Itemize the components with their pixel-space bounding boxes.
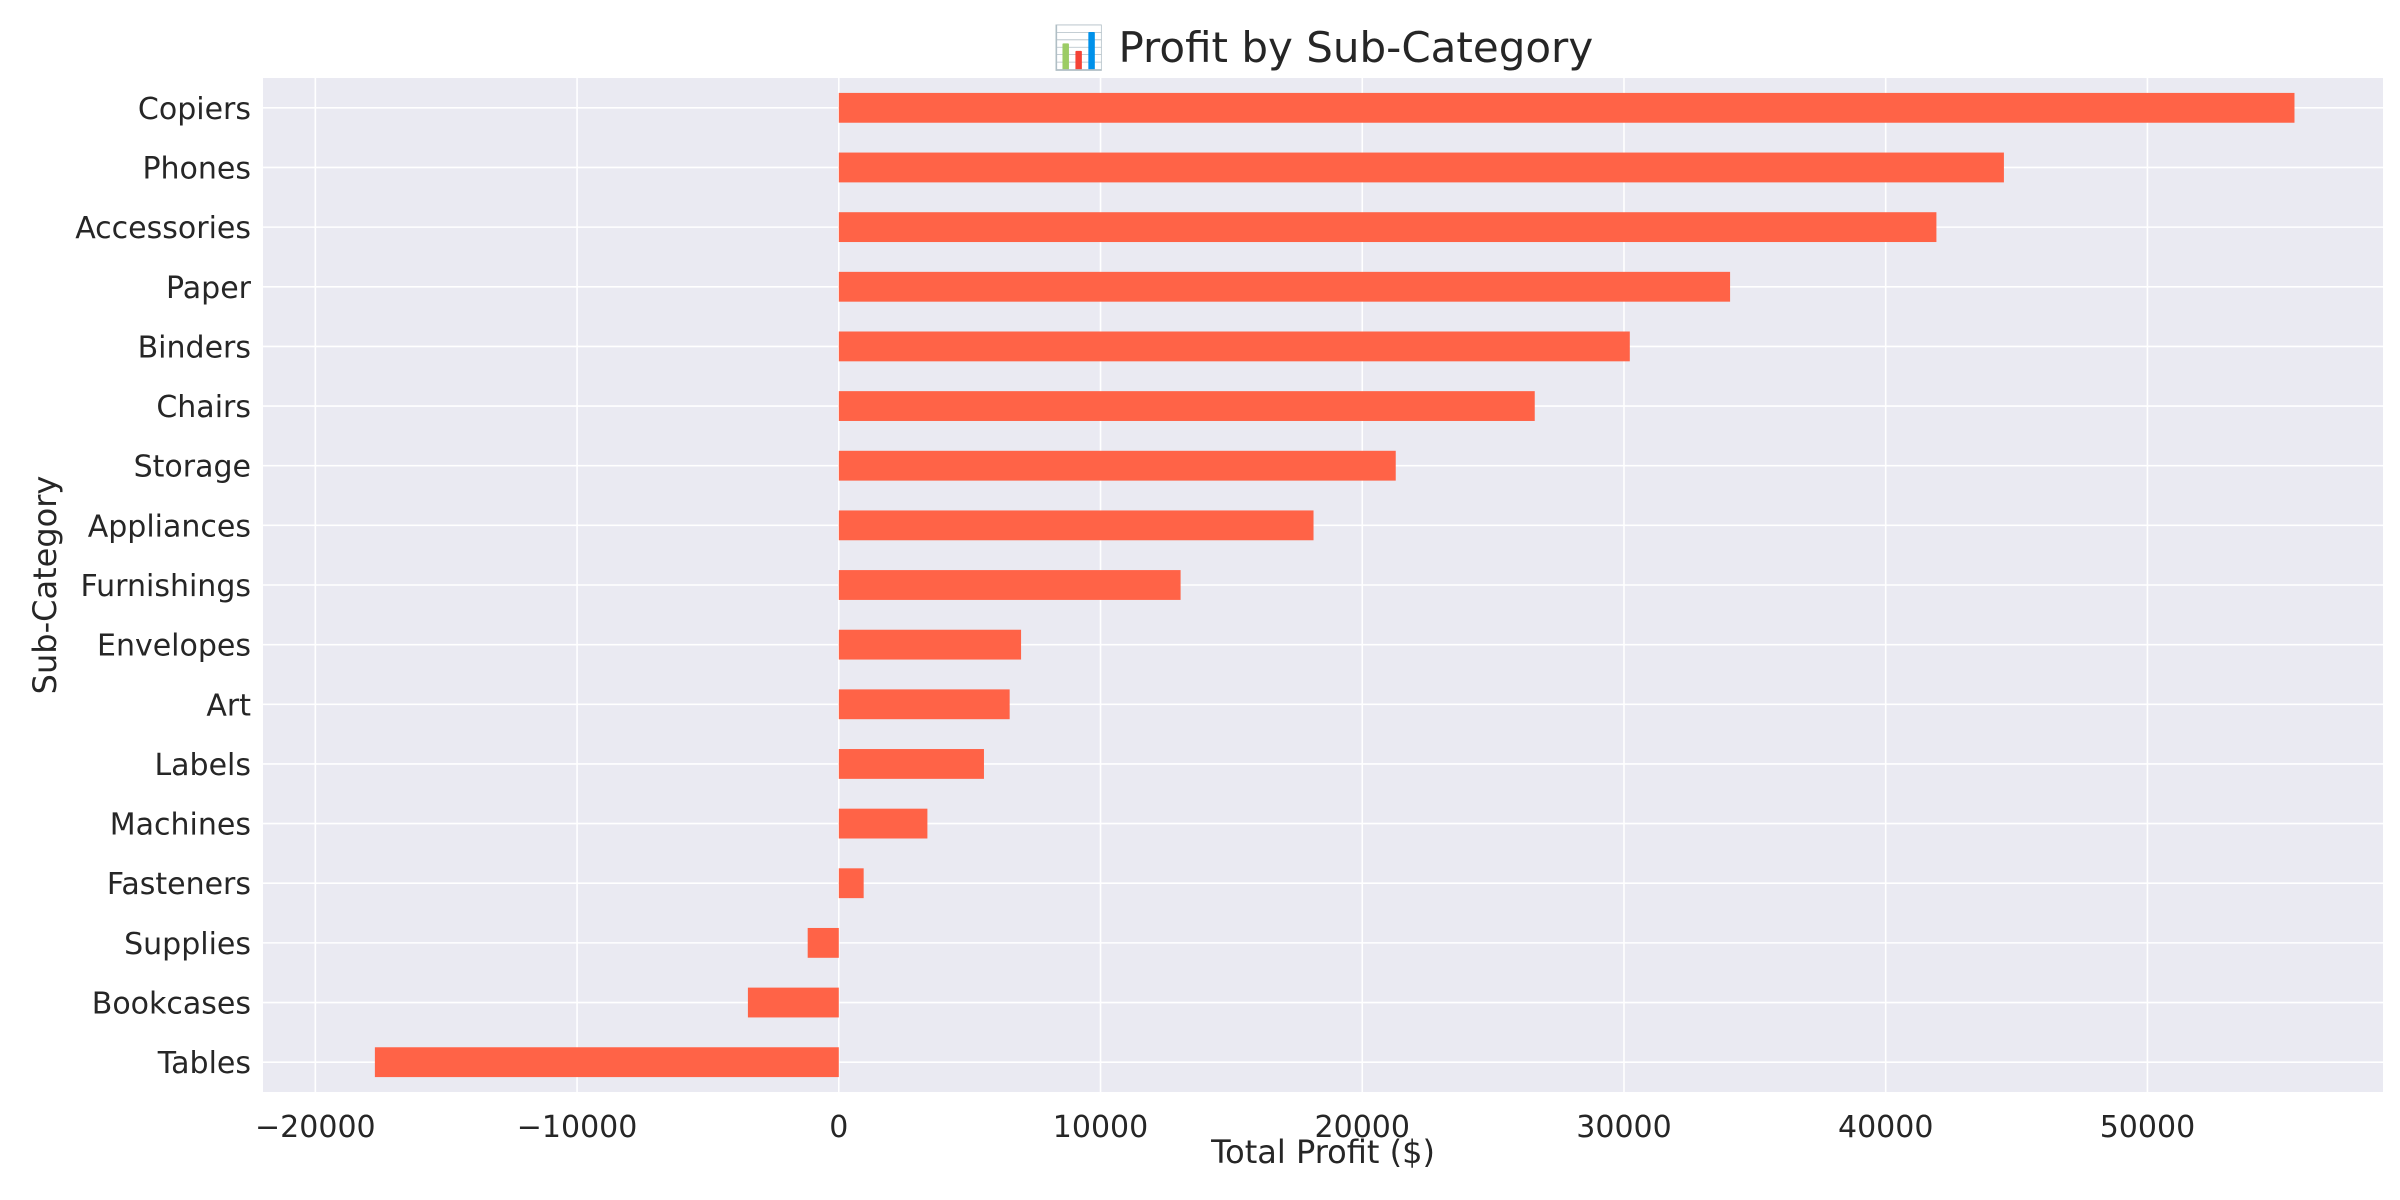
x-tick-label: −10000 [517,1110,638,1145]
y-tick-label: Supplies [124,927,251,962]
x-tick-label: 40000 [1838,1110,1933,1145]
y-tick-label: Bookcases [92,987,251,1022]
y-tick-label: Chairs [156,390,251,425]
x-tick-label: 50000 [2100,1110,2195,1145]
chart-title: 📊 Profit by Sub-Category [1053,23,1593,72]
x-tick-label: −20000 [255,1110,376,1145]
y-tick-label: Tables [157,1046,251,1081]
bar-appliances [838,510,1314,541]
bar-machines [838,808,928,839]
bar-furnishings [838,570,1181,600]
y-axis-label: Sub-Category [26,476,64,695]
y-tick-labels: Copiers Phones Accessories Paper Binders Chai… [75,92,251,1081]
bar-phones [838,152,2004,183]
y-tick-label: Accessories [75,211,251,246]
bar-supplies [807,927,839,958]
bar-binders [838,331,1630,362]
bar-envelopes [838,629,1022,660]
x-tick-label: 20000 [1315,1110,1410,1145]
bar-bookcases [747,987,839,1018]
bar-chairs [838,391,1535,421]
bars [374,92,2295,1078]
bar-paper [838,271,1731,302]
x-tick-label: 0 [829,1110,848,1145]
y-tick-label: Phones [142,151,251,186]
y-tick-label: Furnishings [81,569,251,604]
y-tick-label: Machines [110,808,251,843]
y-tick-label: Paper [166,271,252,306]
y-tick-label: Binders [138,330,251,365]
bar-art [838,689,1010,720]
bar-storage [838,450,1396,481]
bar-fasteners [838,868,864,899]
x-tick-label: 10000 [1053,1110,1148,1145]
y-tick-label: Art [206,688,251,723]
bar-accessories [838,212,1937,243]
y-tick-label: Envelopes [97,629,251,664]
bar-copiers [838,92,2295,123]
y-tick-label: Copiers [138,92,251,127]
bar-labels [838,749,984,779]
x-tick-labels: −20000 −10000 0 10000 20000 30000 40000 50000 [255,1110,2195,1145]
y-tick-label: Labels [154,748,251,783]
y-tick-label: Appliances [88,509,251,544]
x-axis-label: Total Profit ($) [1210,1133,1435,1171]
bar-tables [374,1047,839,1078]
y-tick-label: Fasteners [107,867,251,902]
x-tick-label: 30000 [1576,1110,1671,1145]
y-tick-label: Storage [134,450,251,485]
